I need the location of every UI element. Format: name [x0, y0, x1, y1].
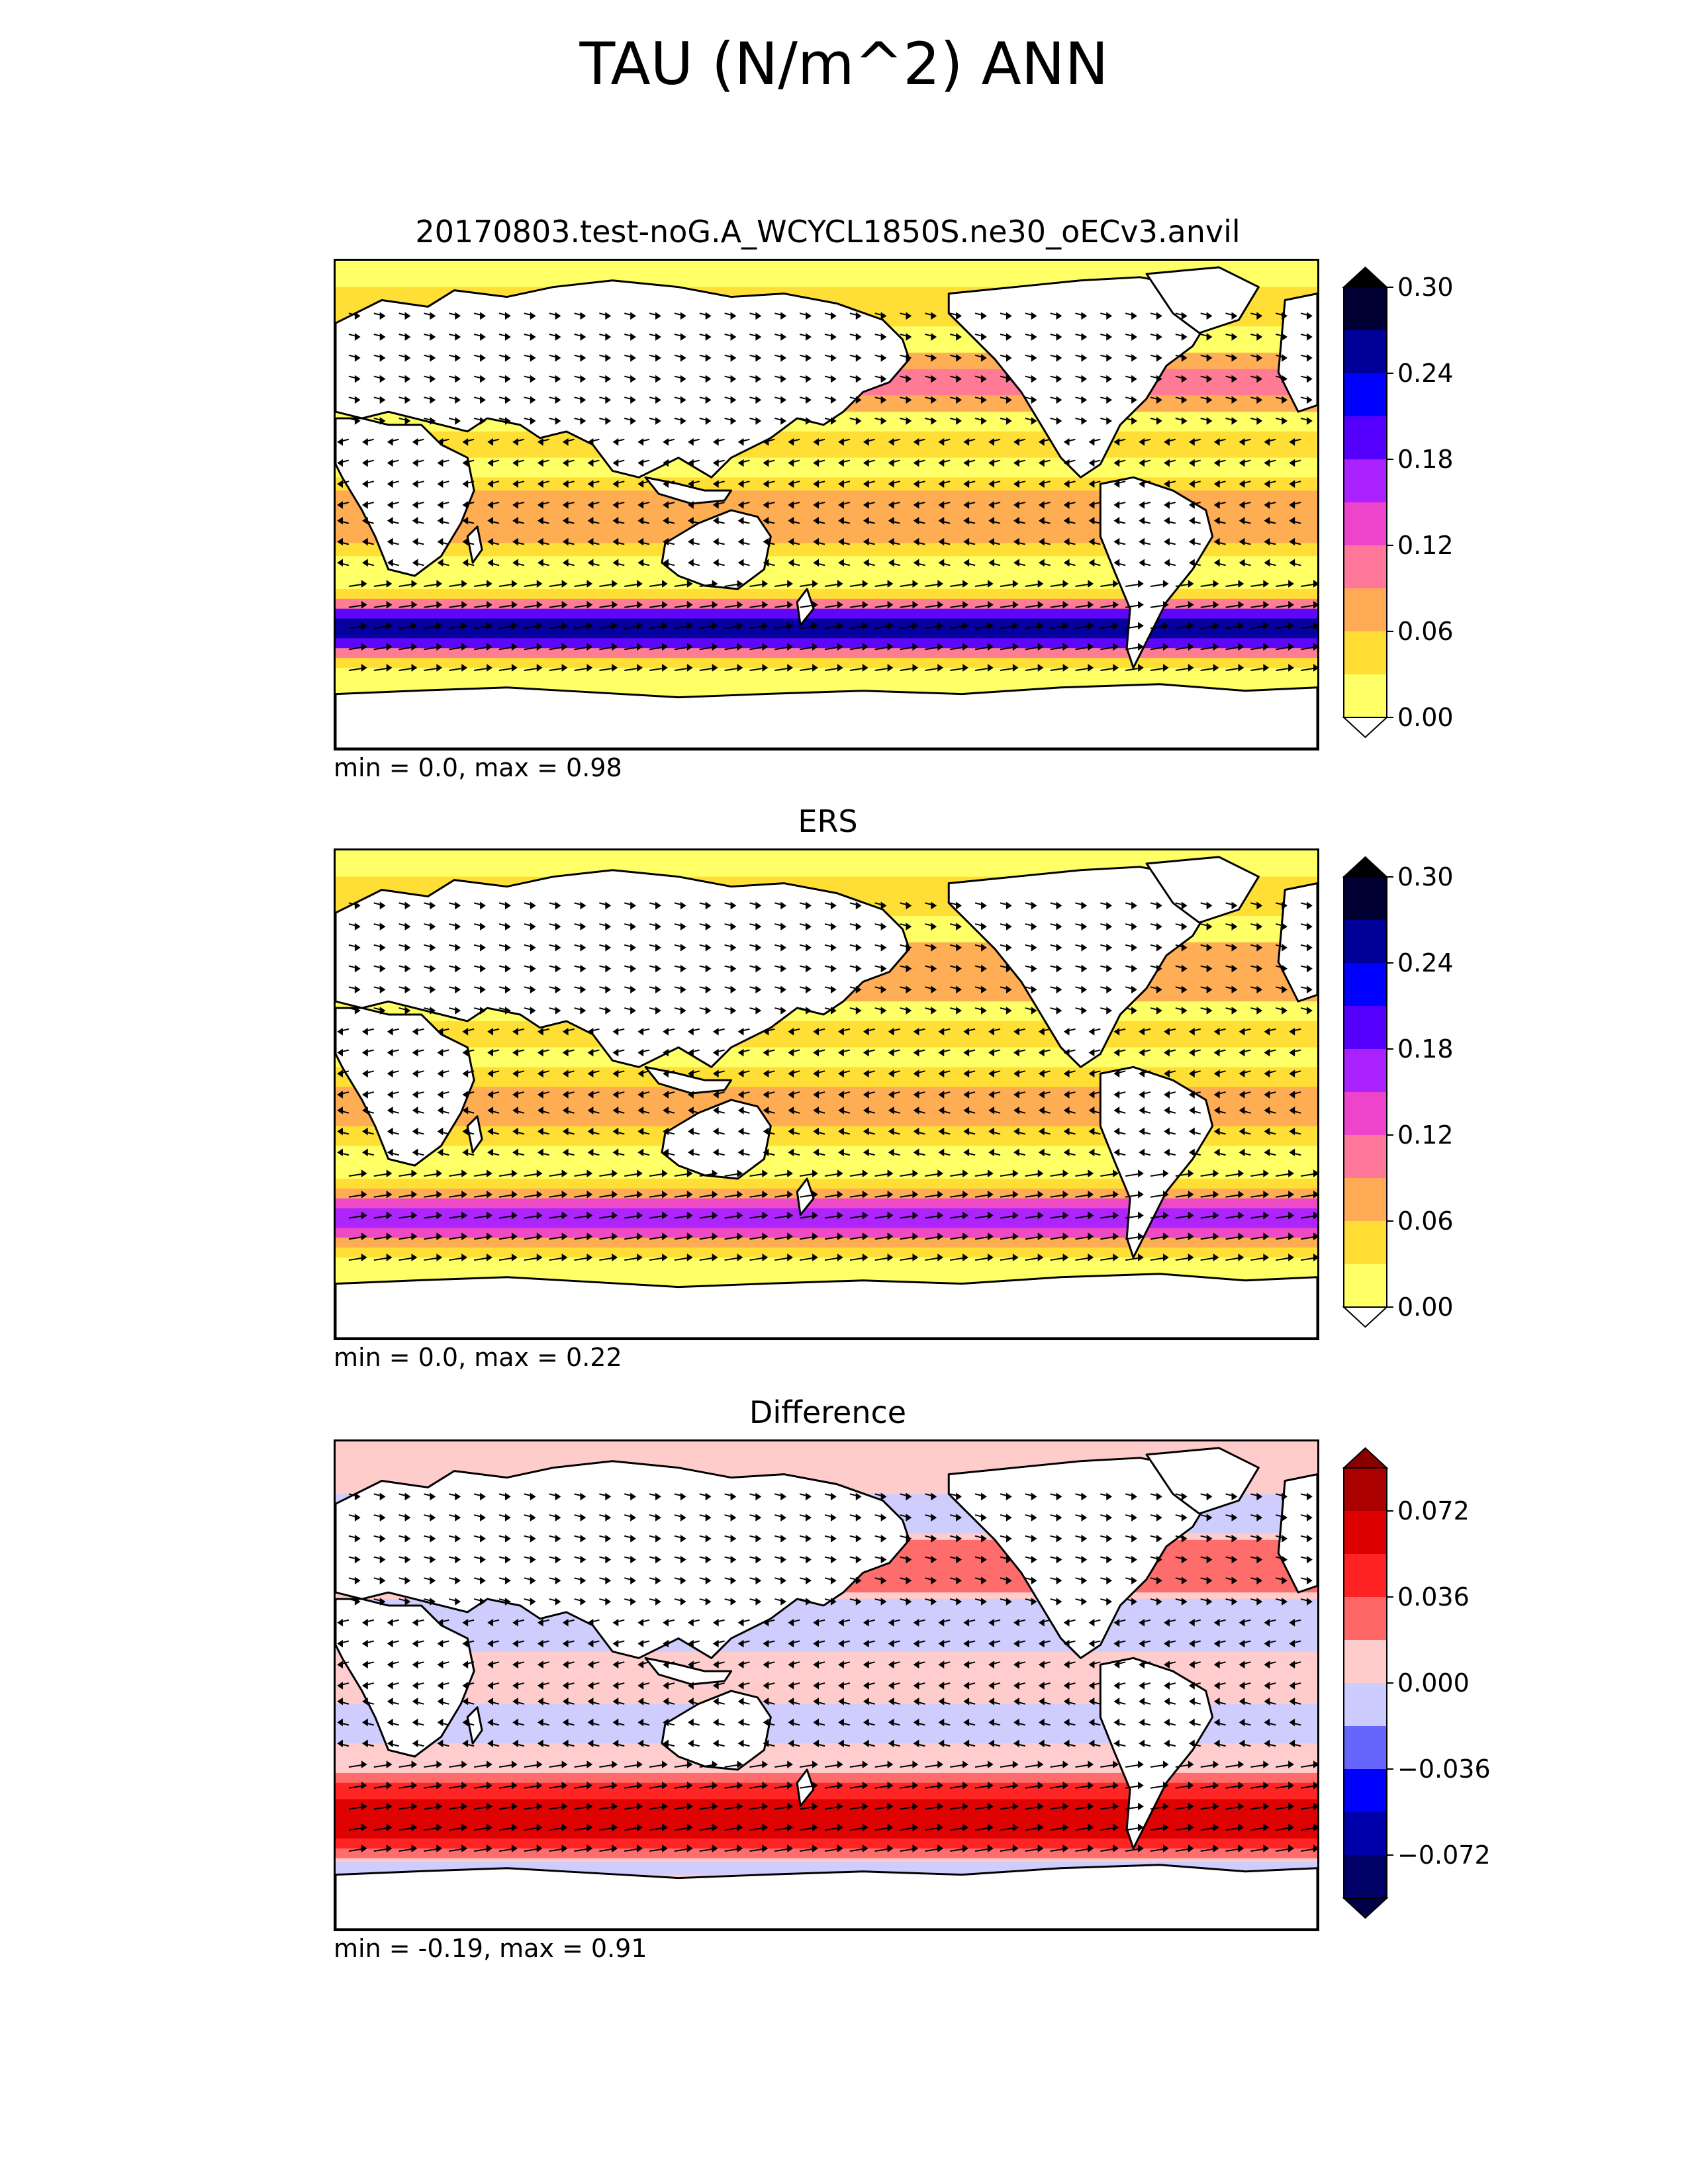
figure-title: TAU (N/m^2) ANN: [579, 30, 1109, 98]
colorbar-tick-label: 0.06: [1397, 617, 1454, 646]
panel-1-colorbar: 0.30 0.24 0.18 0.12 0.06 0.00: [1342, 266, 1454, 739]
colorbar-tick-label: 0.06: [1397, 1206, 1454, 1236]
colorbar-tick-label: 0.30: [1397, 862, 1454, 891]
colorbar-tick-label: 0.00: [1397, 703, 1454, 732]
panel-3-stats: min = -0.19, max = 0.91: [334, 1934, 647, 1963]
colorbar-tick-label: 0.000: [1397, 1668, 1470, 1698]
panel-2-stats: min = 0.0, max = 0.22: [334, 1343, 622, 1372]
panel-1-title: 20170803.test-noG.A_WCYCL1850S.ne30_oECv…: [415, 214, 1241, 250]
panel-3-map: [334, 1439, 1319, 1931]
colorbar-tick-label: 0.24: [1397, 359, 1454, 388]
colorbar-tick-label: −0.036: [1397, 1754, 1491, 1784]
panel-1-stats: min = 0.0, max = 0.98: [334, 753, 622, 782]
colorbar-tick-label: 0.12: [1397, 1120, 1454, 1150]
panel-3-colorbar: 0.072 0.036 0.000 −0.036 −0.072: [1342, 1447, 1491, 1919]
colorbar-tick-label: 0.072: [1397, 1496, 1470, 1525]
colorbar-tick-label: 0.24: [1397, 948, 1454, 978]
colorbar-tick-label: 0.036: [1397, 1582, 1470, 1612]
colorbar-tick-label: 0.18: [1397, 1034, 1454, 1064]
colorbar-tick-label: 0.18: [1397, 445, 1454, 474]
panel-2-map: [334, 848, 1319, 1340]
colorbar-tick-label: 0.12: [1397, 531, 1454, 560]
colorbar-tick-label: −0.072: [1397, 1841, 1491, 1870]
panel-3-title: Difference: [749, 1394, 907, 1430]
panel-2-title: ERS: [798, 803, 858, 839]
panel-1-map: [334, 259, 1319, 751]
panel-2-colorbar: 0.30 0.24 0.18 0.12 0.06 0.00: [1342, 856, 1454, 1328]
colorbar-tick-label: 0.30: [1397, 273, 1454, 302]
colorbar-tick-label: 0.00: [1397, 1293, 1454, 1322]
